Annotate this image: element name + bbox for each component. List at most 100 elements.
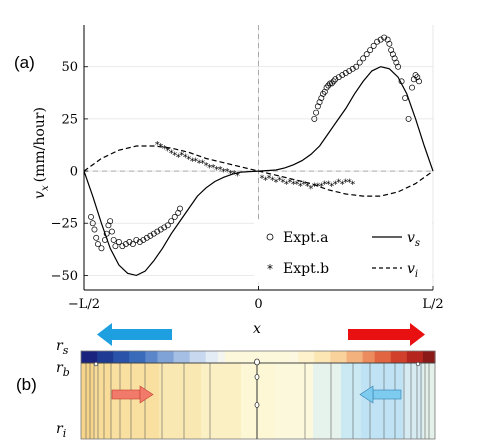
- point-expt-a: [89, 220, 96, 227]
- point-expt-a: [136, 239, 143, 245]
- point-expt-b: *: [291, 180, 296, 191]
- point-expt-b: *: [333, 180, 338, 191]
- model-curves: [83, 66, 434, 277]
- stripe-cell: [177, 351, 183, 363]
- stripe-cell: [382, 351, 388, 363]
- panel-a-label: (a): [14, 53, 35, 72]
- colour-band: [81, 363, 93, 439]
- point-expt-a: [327, 80, 333, 87]
- point-expt-a: [412, 72, 419, 79]
- point-expt-b: *: [315, 182, 320, 193]
- stripe-cell: [197, 351, 203, 363]
- point-expt-b: *: [183, 152, 188, 163]
- centre-marker-low: [254, 402, 260, 408]
- point-expt-a: [164, 222, 171, 229]
- point-expt-a: [103, 230, 110, 237]
- point-expt-b: *: [312, 182, 317, 193]
- point-expt-a: [108, 228, 115, 235]
- point-expt-a: [356, 59, 363, 66]
- point-expt-b: *: [263, 175, 268, 186]
- point-expt-a: [346, 67, 353, 74]
- stripe-cell: [410, 351, 416, 363]
- point-expt-a: [147, 232, 154, 239]
- stripe-cell: [85, 351, 90, 363]
- point-expt-a: [416, 78, 422, 85]
- stripe-cell: [133, 351, 138, 363]
- stripe-cell: [105, 351, 110, 363]
- y-tick-label: −50: [51, 269, 78, 284]
- point-expt-a: [313, 109, 320, 116]
- stripe-cell: [406, 351, 412, 363]
- point-expt-b: *: [301, 180, 306, 191]
- stripe-cell: [370, 351, 376, 363]
- point-expt-b: *: [169, 148, 174, 159]
- point-expt-b: *: [277, 175, 282, 186]
- point-expt-b: *: [190, 157, 195, 168]
- point-expt-b: *: [232, 169, 237, 180]
- point-expt-b: *: [228, 169, 233, 180]
- point-expt-b: *: [165, 146, 170, 157]
- point-expt-a: [105, 222, 112, 229]
- point-expt-a: [93, 234, 100, 241]
- point-expt-a: [335, 74, 342, 81]
- point-expt-a: [157, 226, 164, 233]
- legend-marker-expt-a: [266, 233, 274, 241]
- point-expt-b: *: [259, 173, 264, 184]
- stripe-cell: [121, 351, 126, 363]
- stripe-cell: [189, 351, 195, 363]
- colour-bands: [81, 363, 435, 439]
- y-tick-label: 50: [61, 60, 78, 75]
- point-expt-b: *: [347, 177, 352, 188]
- edge-marker-left: [93, 361, 99, 367]
- point-expt-b: *: [308, 184, 313, 195]
- point-expt-a: [91, 226, 98, 233]
- point-expt-a: [367, 47, 374, 53]
- inner-arrow-left-icon: [359, 385, 402, 404]
- schematic-border: [80, 350, 436, 440]
- point-expt-a: [330, 78, 337, 85]
- colour-band: [403, 363, 423, 439]
- centre-marker-mid: [254, 374, 260, 380]
- stripe-cell: [366, 351, 372, 363]
- stripe-cell: [298, 351, 303, 363]
- stripe-cell: [354, 351, 360, 363]
- point-expt-b: *: [273, 177, 278, 188]
- point-expt-a: [395, 63, 402, 70]
- point-expt-b: *: [211, 163, 216, 174]
- point-expt-b: *: [329, 182, 334, 193]
- point-expt-a: [391, 55, 398, 62]
- stripe-cell: [97, 351, 102, 363]
- point-expt-a: [311, 115, 318, 122]
- point-expt-a: [129, 241, 136, 248]
- colour-band: [201, 363, 241, 439]
- stripe-cell: [221, 351, 227, 363]
- stripe-cell: [318, 351, 323, 363]
- point-expt-a: [122, 241, 129, 248]
- point-expt-a: [177, 205, 183, 212]
- point-expt-a: [115, 239, 122, 245]
- legend-label-vi: vi: [407, 261, 418, 280]
- arrow-right-icon: [348, 323, 425, 346]
- legend-marker-expt-b: *: [267, 262, 273, 276]
- legend-box: [254, 220, 432, 282]
- stripe-cell: [165, 351, 171, 363]
- point-expt-a: [314, 103, 321, 110]
- stripe-cell: [181, 351, 187, 363]
- stripe-cell: [390, 351, 396, 363]
- stripe-cell: [81, 351, 86, 363]
- panel-b-label: (b): [16, 375, 37, 394]
- point-expt-a: [377, 36, 384, 43]
- point-expt-a: [98, 245, 105, 252]
- point-expt-a: [126, 239, 133, 245]
- point-expt-a: [101, 236, 108, 243]
- stripe-cell: [314, 351, 319, 363]
- point-expt-a: [409, 84, 416, 91]
- point-expt-b: *: [336, 177, 341, 188]
- stripe-cell: [426, 351, 432, 363]
- stripe-cell: [185, 351, 191, 363]
- y-axis-label: vx(mm/hour): [32, 107, 51, 199]
- stripe-cell: [378, 351, 384, 363]
- point-expt-a: [171, 214, 178, 220]
